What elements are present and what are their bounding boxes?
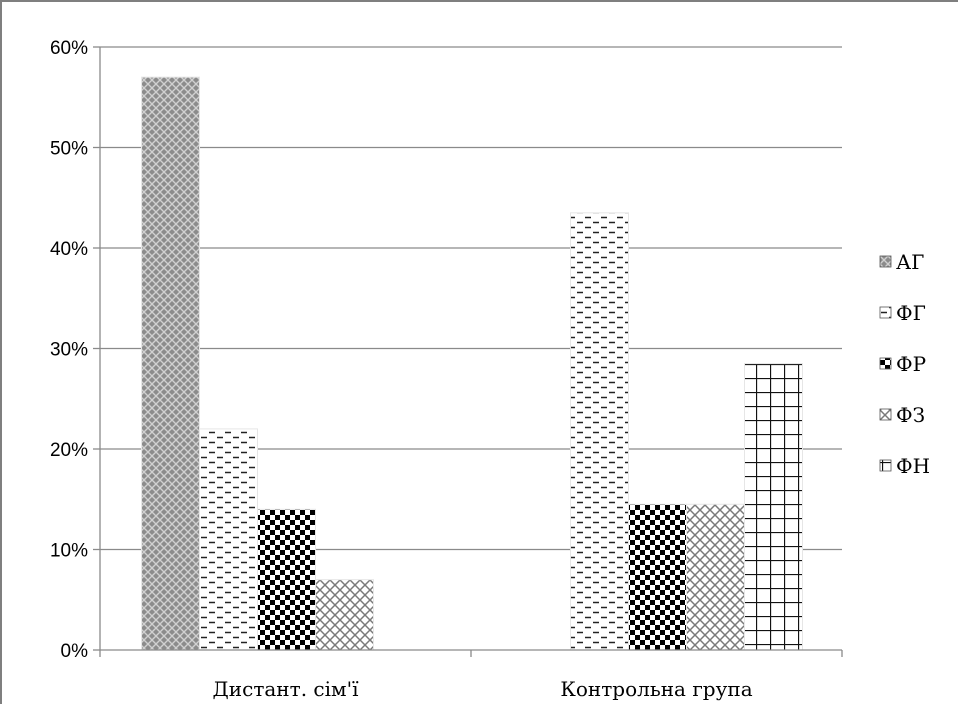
- x-tick-label: Контрольна група: [560, 677, 752, 701]
- bar: [199, 428, 258, 651]
- bar: [570, 212, 629, 651]
- bar: [744, 363, 803, 651]
- axis-layer: [93, 46, 843, 657]
- grid-layer: [100, 46, 842, 551]
- bar: [257, 508, 316, 651]
- legend-swatch: [879, 306, 892, 319]
- bars-layer: [141, 76, 803, 651]
- legend-swatch: [879, 408, 892, 421]
- bar: [686, 503, 745, 651]
- y-tick-label: 20%: [50, 440, 88, 461]
- legend-label: ФН: [896, 454, 930, 478]
- y-tick-label: 30%: [50, 340, 88, 361]
- y-tick-label: 50%: [50, 139, 88, 160]
- bar: [628, 503, 687, 651]
- y-tick-label: 60%: [50, 38, 88, 59]
- legend-label: ФР: [896, 352, 926, 376]
- bar: [315, 579, 374, 651]
- legend: АГ ФГ ФР ФЗ ФН: [879, 250, 930, 478]
- legend-label: ФГ: [896, 301, 926, 325]
- legend-label: ФЗ: [896, 403, 925, 427]
- x-tick-label: Дистант. сім'ї: [213, 677, 360, 701]
- legend-label: АГ: [896, 250, 924, 274]
- y-tick-label: 40%: [50, 239, 88, 260]
- legend-swatch: [879, 255, 892, 268]
- legend-swatch: [879, 459, 892, 472]
- bar: [141, 76, 200, 651]
- labels-layer: 0% 10% 20% 30% 40% 50% 60% Дистант. сім'ї Контро…: [50, 38, 753, 701]
- legend-swatch: [879, 357, 892, 370]
- y-tick-label: 10%: [50, 541, 88, 562]
- y-tick-label: 0%: [61, 641, 89, 662]
